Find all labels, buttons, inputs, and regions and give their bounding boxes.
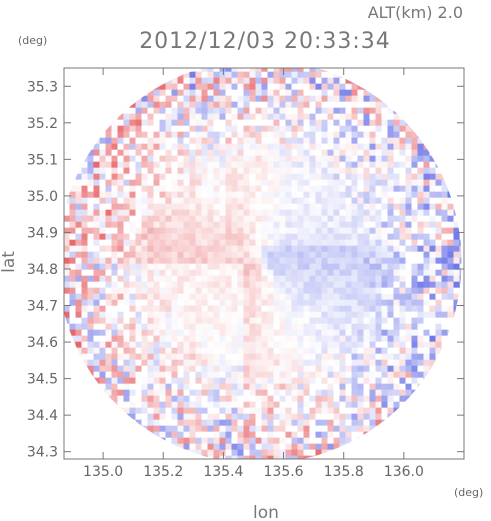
y-tick-label: 35.3: [27, 79, 58, 95]
y-tick-label: 34.3: [27, 445, 58, 461]
altitude-label: ALT(km) 2.0: [368, 3, 463, 22]
y-tick-label: 34.4: [27, 408, 58, 424]
x-tick-label: 136.0: [384, 464, 424, 480]
x-axis: 135.0 135.2 135.4 135.6 135.8 136.0: [83, 68, 424, 480]
y-tick-label: 35.2: [27, 116, 58, 132]
y-tick-label: 35.0: [27, 189, 58, 205]
x-tick-label: 135.4: [203, 464, 243, 480]
x-tick-label: 135.8: [324, 464, 364, 480]
y-tick-label: 34.7: [27, 299, 58, 315]
y-tick-label: 34.8: [27, 262, 58, 278]
y-axis: 35.3 35.2 35.1 35.0 34.9 34.8 34.7 34.6 34.5 34.4…: [27, 79, 464, 461]
y-tick-label: 34.6: [27, 335, 58, 351]
velocity-field-pixels: [64, 68, 462, 459]
y-tick-label: 34.5: [27, 372, 58, 388]
velocity-field: [64, 68, 462, 459]
chart-title: 2012/12/03 20:33:34: [139, 29, 391, 54]
y-unit-label: (deg): [18, 34, 47, 47]
x-tick-label: 135.0: [83, 464, 123, 480]
x-unit-label: (deg): [454, 486, 483, 499]
x-tick-label: 135.2: [143, 464, 183, 480]
x-axis-title: lon: [253, 503, 279, 521]
plot-frame: [63, 67, 465, 460]
x-tick-label: 135.6: [264, 464, 304, 480]
y-axis-title: lat: [0, 251, 19, 273]
y-tick-label: 35.1: [27, 152, 58, 168]
y-tick-label: 34.9: [27, 225, 58, 241]
